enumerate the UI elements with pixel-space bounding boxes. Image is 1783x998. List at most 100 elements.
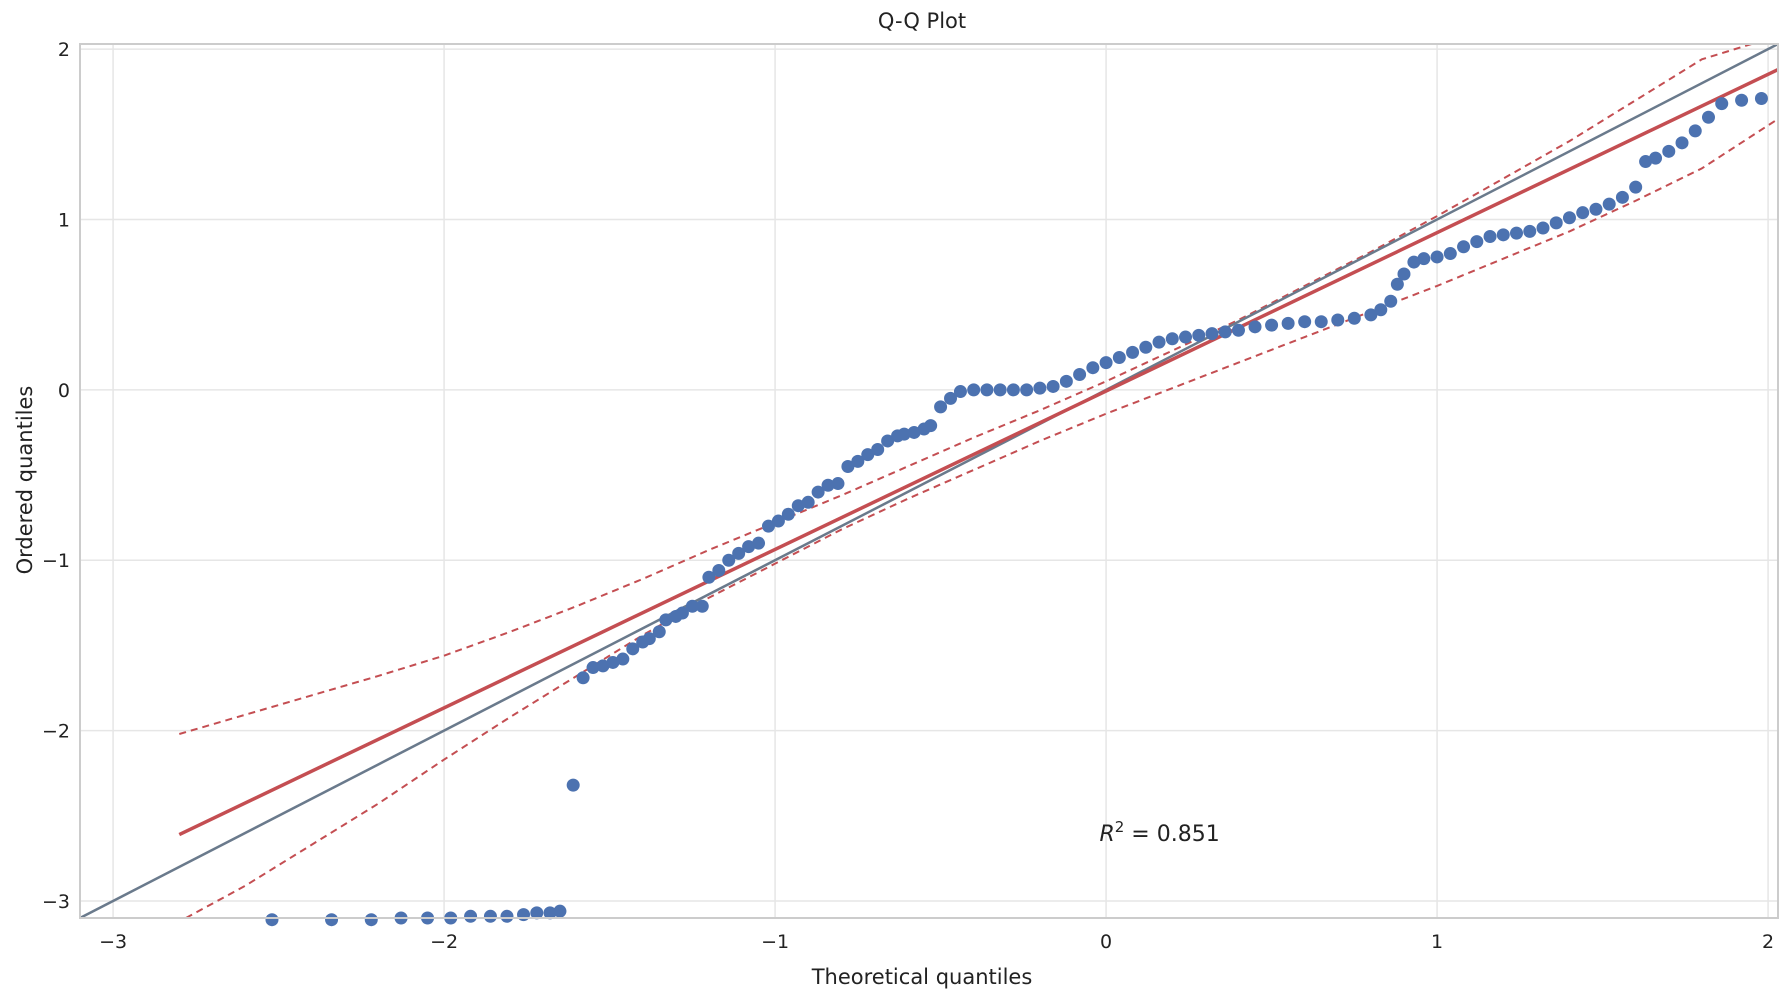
x-tick-label: 0 — [1100, 931, 1112, 953]
plot-frame — [79, 43, 1779, 919]
data-point — [606, 655, 620, 669]
data-point — [652, 625, 666, 639]
data-point — [1059, 374, 1073, 388]
data-point — [1331, 313, 1345, 327]
data-point — [831, 477, 845, 491]
data-point — [980, 383, 994, 397]
data-point — [566, 778, 580, 792]
data-point — [722, 553, 736, 567]
data-point — [907, 425, 921, 439]
x-tick-label: 2 — [1762, 931, 1774, 953]
data-point — [944, 391, 958, 405]
data-point — [771, 514, 785, 528]
data-point — [1314, 315, 1328, 329]
data-point — [1483, 230, 1497, 244]
data-point — [742, 540, 756, 554]
confidence-band-layer — [179, 43, 1779, 919]
x-tick-label: −1 — [761, 931, 789, 953]
x-tick-label: −2 — [430, 931, 458, 953]
data-point — [781, 507, 795, 521]
data-point — [851, 454, 865, 468]
data-point — [1006, 383, 1020, 397]
data-point — [1470, 235, 1484, 249]
data-point — [1139, 340, 1153, 354]
data-point — [897, 427, 911, 441]
data-point — [1265, 318, 1279, 332]
data-point — [1688, 124, 1702, 138]
data-point — [881, 434, 895, 448]
data-point — [500, 909, 514, 923]
identity-line — [79, 42, 1779, 920]
data-point — [1152, 335, 1166, 349]
data-point — [761, 519, 775, 533]
data-point — [626, 642, 640, 656]
data-point — [1457, 240, 1471, 254]
r-squared-superscript: 2 — [1115, 818, 1125, 836]
data-point — [1033, 381, 1047, 395]
data-point — [1298, 315, 1312, 329]
data-point — [586, 661, 600, 675]
data-point — [695, 599, 709, 613]
data-point — [712, 563, 726, 577]
data-point — [483, 909, 497, 923]
points-layer — [265, 92, 1768, 927]
x-tick-label: 1 — [1431, 931, 1443, 953]
data-point — [1549, 216, 1563, 230]
chart-title: Q-Q Plot — [878, 9, 966, 33]
data-point — [659, 613, 673, 627]
data-point — [1179, 330, 1193, 344]
confidence-lower-line — [185, 118, 1779, 919]
data-point — [1397, 267, 1411, 281]
data-point — [1407, 255, 1421, 269]
data-point — [1046, 379, 1060, 393]
r-squared-symbol: R — [1099, 822, 1114, 847]
data-point — [1073, 368, 1087, 382]
fit-line-layer — [178, 67, 1779, 837]
data-point — [732, 546, 746, 560]
data-point — [752, 536, 766, 550]
data-point — [1112, 350, 1126, 364]
y-tick-label: −2 — [42, 721, 70, 743]
data-point — [265, 913, 279, 927]
grid-layer — [80, 44, 1778, 918]
data-point — [1099, 356, 1113, 370]
y-tick-label: 0 — [58, 380, 70, 402]
y-tick-label: −1 — [42, 550, 70, 572]
y-tick-label: 1 — [58, 209, 70, 231]
data-point — [1192, 328, 1206, 342]
data-point — [1417, 252, 1431, 266]
data-point — [967, 383, 981, 397]
data-point — [924, 419, 938, 433]
data-point — [1126, 345, 1140, 359]
data-point — [1662, 144, 1676, 158]
data-point — [821, 478, 835, 492]
data-point — [1701, 110, 1715, 124]
data-point — [861, 448, 875, 462]
data-point — [576, 671, 590, 685]
data-point — [1754, 92, 1768, 106]
y-axis-title: Ordered quantiles — [13, 386, 37, 575]
data-point — [993, 383, 1007, 397]
data-point — [364, 913, 378, 927]
y-tick-labels: −3 −2 −1 0 1 2 — [42, 39, 70, 913]
data-point — [702, 570, 716, 584]
data-point — [1248, 320, 1262, 334]
data-point — [1020, 383, 1034, 397]
y-tick-label: 2 — [58, 39, 70, 61]
fit-line — [178, 67, 1779, 837]
data-point — [1384, 294, 1398, 308]
data-point — [1649, 151, 1663, 165]
data-point — [1443, 247, 1457, 261]
data-point — [1165, 332, 1179, 346]
data-point — [685, 599, 699, 613]
data-point — [517, 908, 531, 922]
data-point — [1589, 202, 1603, 216]
data-point — [801, 495, 815, 509]
data-point — [1390, 277, 1404, 291]
data-point — [1576, 206, 1590, 220]
data-point — [1562, 211, 1576, 225]
data-point — [464, 909, 478, 923]
data-point — [1430, 250, 1444, 264]
data-point — [1205, 327, 1219, 341]
